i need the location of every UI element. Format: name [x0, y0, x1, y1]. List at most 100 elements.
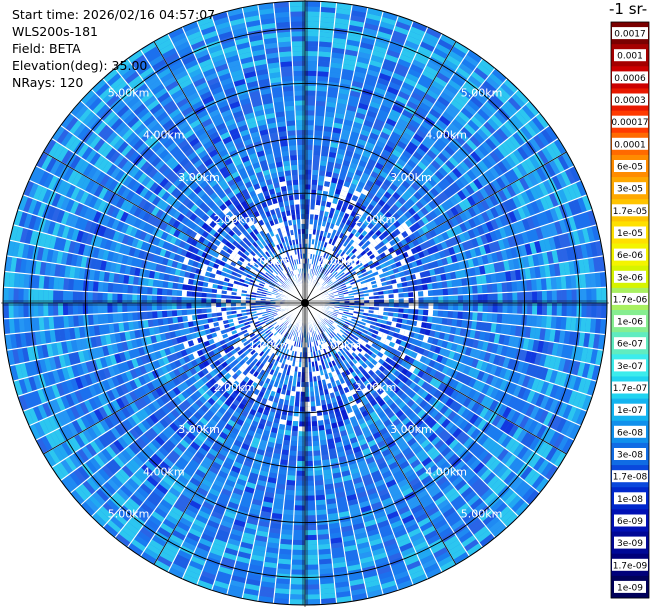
range-gate [287, 475, 296, 481]
range-gate [551, 277, 557, 290]
range-gate [409, 303, 414, 309]
range-gate [305, 466, 314, 471]
range-gate [305, 194, 311, 199]
range-gate [305, 115, 315, 120]
range-gate [316, 514, 327, 520]
range-gate [433, 289, 438, 296]
range-gate [462, 286, 468, 295]
range-gate [311, 180, 318, 185]
range-gate [458, 303, 463, 311]
range-gate [526, 279, 532, 291]
range-gate [443, 288, 449, 296]
range-gate [305, 481, 315, 486]
range-gate [467, 312, 473, 321]
range-gate [572, 289, 577, 303]
range-gate [305, 165, 312, 170]
range-gate [468, 303, 473, 312]
range-gate [278, 554, 292, 560]
range-gate [318, 554, 332, 560]
range-gate [404, 298, 409, 303]
range-gate [457, 311, 463, 319]
range-gate [298, 426, 305, 431]
range-gate [458, 295, 463, 303]
range-gate [318, 51, 331, 57]
range-gate [502, 282, 508, 293]
range-gate [305, 125, 314, 130]
range-gate [462, 311, 468, 320]
range-gate [283, 509, 294, 515]
range-gate [317, 66, 329, 72]
range-gate [467, 285, 473, 294]
range-gate [305, 436, 312, 441]
range-gate [463, 303, 468, 311]
range-gate [305, 110, 315, 115]
range-gate [453, 303, 458, 311]
range-gate [291, 436, 298, 442]
range-gate [502, 313, 508, 324]
range-gate [313, 140, 322, 146]
range-gate [419, 297, 424, 303]
range-gate [315, 116, 325, 122]
range-gate [314, 120, 324, 126]
range-gate [312, 431, 319, 436]
range-gate [428, 310, 433, 317]
range-gate [312, 175, 319, 180]
range-gate [511, 314, 517, 325]
range-gate [317, 61, 330, 67]
range-gate [305, 120, 314, 125]
range-gate [516, 314, 522, 326]
range-gate [317, 524, 329, 530]
range-gate [313, 450, 321, 456]
range-gate [443, 303, 448, 310]
range-gate [284, 505, 295, 511]
range-gate [318, 46, 332, 52]
range-gate [296, 476, 305, 481]
range-gate [305, 155, 313, 160]
range-gate [487, 313, 493, 323]
range-gate [305, 204, 310, 209]
range-gate [290, 441, 298, 447]
range-gate [294, 515, 305, 520]
range-gate [285, 495, 295, 501]
range-gate [487, 283, 493, 293]
range-gate [305, 461, 313, 466]
range-gate [305, 95, 316, 100]
range-gate [292, 421, 299, 426]
range-gate [314, 130, 323, 136]
range-gate [281, 529, 293, 535]
range-gate [316, 91, 327, 97]
range-gate [428, 290, 433, 297]
range-gate [516, 280, 522, 291]
range-gate [316, 86, 328, 92]
range-gate [305, 476, 314, 481]
range-gate [294, 510, 305, 515]
range-gate [561, 276, 567, 290]
range-gate [312, 160, 320, 166]
range-gate [478, 294, 483, 303]
range-gate [596, 288, 601, 303]
range-gate [447, 318, 453, 326]
range-gate [305, 407, 311, 412]
range-gate [428, 296, 433, 303]
range-gate [482, 284, 488, 294]
range-gate [295, 491, 305, 496]
range-gate [296, 481, 305, 486]
range-gate [313, 455, 321, 461]
range-gate [305, 145, 313, 150]
range-gate [488, 303, 493, 313]
range-gate [477, 284, 483, 293]
range-gate [312, 165, 319, 171]
range-gate [507, 281, 513, 292]
range-gate [282, 514, 294, 520]
range-gate [317, 76, 329, 82]
range-gate [448, 311, 454, 319]
range-gate [472, 312, 478, 321]
range-gate [305, 594, 320, 599]
range-gate [299, 417, 305, 422]
range-gate [279, 544, 292, 550]
range-gate [289, 451, 297, 457]
range-gate [438, 296, 443, 303]
range-gate [305, 456, 313, 461]
range-gate [312, 426, 319, 431]
